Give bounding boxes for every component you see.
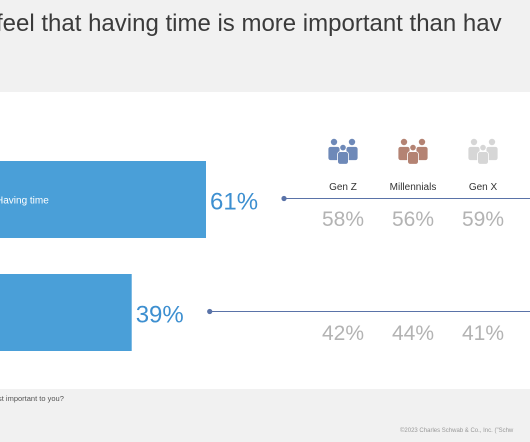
connector-dot-having-time (281, 195, 287, 202)
copyright-notice: ©2023 Charles Schwab & Co., Inc. ("Schw (400, 428, 514, 434)
group-value-millennials-having-money: 44% (392, 322, 434, 345)
bar-having-money (0, 274, 132, 351)
people-group-icon-millennials (397, 137, 429, 165)
group-value-gen-z-having-money: 42% (322, 322, 364, 345)
bar-having-time (0, 161, 206, 238)
value-label-having-time: 61% (210, 189, 258, 216)
footer-band (0, 389, 530, 442)
group-value-gen-z-having-time: 58% (322, 208, 364, 231)
group-value-gen-x-having-money: 41% (462, 322, 504, 345)
group-value-millennials-having-time: 56% (392, 208, 434, 231)
chart-title: feel that having time is more important … (0, 10, 502, 37)
group-label-millennials: Millennials (390, 182, 437, 193)
group-value-gen-x-having-time: 59% (462, 208, 504, 231)
people-group-icon-gen-x (467, 137, 499, 165)
group-label-gen-z: Gen Z (329, 182, 357, 193)
group-label-gen-x: Gen X (469, 182, 498, 193)
people-group-icon-gen-z (327, 137, 359, 165)
value-label-having-money: 39% (136, 302, 184, 329)
survey-question: st important to you? (0, 394, 64, 403)
connector-dot-having-money (207, 308, 213, 315)
category-label-having-time: Having time (0, 196, 49, 207)
title-band (0, 0, 530, 92)
